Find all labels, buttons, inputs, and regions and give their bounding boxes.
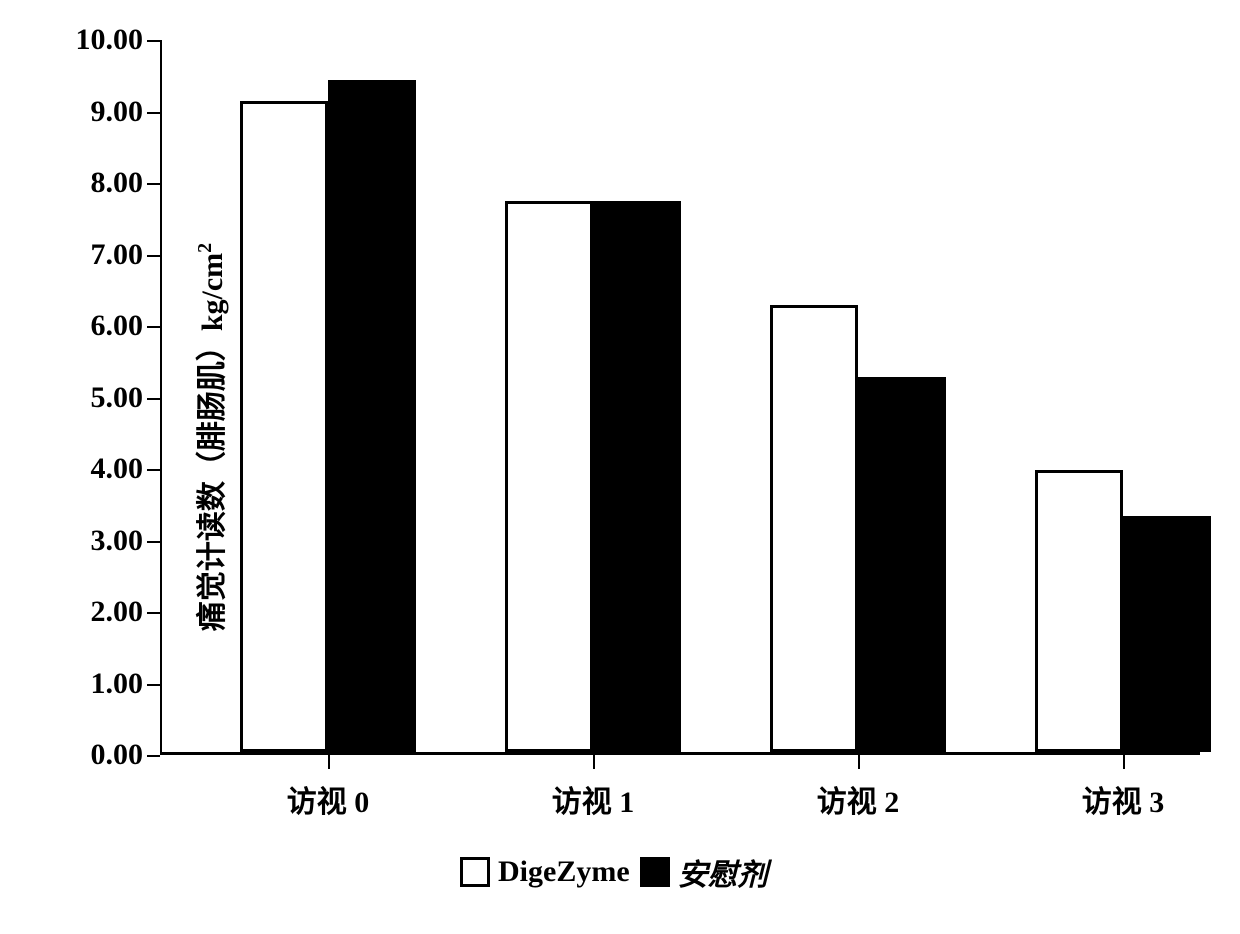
y-tick-label: 10.00 (65, 23, 143, 57)
y-tick (147, 612, 160, 614)
bar-placebo (858, 377, 946, 752)
y-tick (147, 40, 160, 42)
y-tick (147, 112, 160, 114)
x-tick-label: 访视 1 (533, 777, 653, 821)
y-tick-label: 8.00 (65, 166, 143, 200)
bar-placebo (1123, 516, 1211, 752)
x-tick (328, 755, 330, 769)
y-tick (147, 326, 160, 328)
bar-digezyme (1035, 470, 1123, 752)
y-tick (147, 541, 160, 543)
legend-item-digezyme: DigeZyme (460, 855, 630, 889)
bar-digezyme (240, 101, 328, 752)
y-tick-label: 2.00 (65, 595, 143, 629)
y-tick-label: 5.00 (65, 381, 143, 415)
legend-swatch-black (640, 857, 670, 887)
legend-item-placebo: 安慰剂 (640, 850, 768, 894)
bars-area (160, 40, 1200, 752)
chart-container: 痛觉计读数（腓肠肌）kg/cm2 0.001.002.003.004.005.0… (65, 15, 1220, 805)
y-tick-label: 4.00 (65, 452, 143, 486)
plot-area (160, 40, 1200, 755)
x-tick (1123, 755, 1125, 769)
x-tick-label: 访视 2 (798, 777, 918, 821)
legend: DigeZyme 安慰剂 (460, 850, 768, 894)
x-tick-label: 访视 0 (268, 777, 388, 821)
y-tick (147, 398, 160, 400)
y-tick-label: 3.00 (65, 524, 143, 558)
legend-label-digezyme: DigeZyme (498, 855, 630, 889)
y-tick-label: 0.00 (65, 738, 143, 772)
x-tick (858, 755, 860, 769)
y-tick (147, 255, 160, 257)
bar-placebo (593, 201, 681, 752)
bar-placebo (328, 80, 416, 752)
legend-label-placebo: 安慰剂 (678, 850, 768, 894)
bar-digezyme (770, 305, 858, 752)
y-tick (147, 684, 160, 686)
y-tick-label: 7.00 (65, 238, 143, 272)
y-tick (147, 469, 160, 471)
y-tick-label: 6.00 (65, 309, 143, 343)
y-tick-label: 1.00 (65, 667, 143, 701)
legend-swatch-white (460, 857, 490, 887)
x-tick-label: 访视 3 (1063, 777, 1183, 821)
y-tick (147, 183, 160, 185)
y-tick (147, 755, 160, 757)
bar-digezyme (505, 201, 593, 752)
y-tick-label: 9.00 (65, 95, 143, 129)
x-tick (593, 755, 595, 769)
